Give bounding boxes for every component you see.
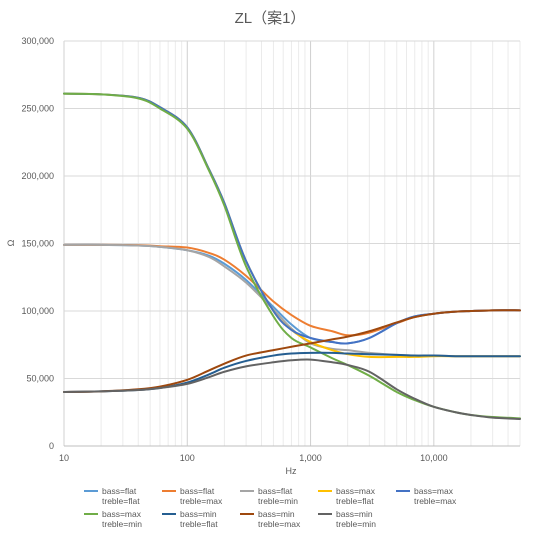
series-line-5 bbox=[63, 92, 521, 345]
legend-label: bass=flat treble=min bbox=[258, 486, 298, 506]
x-tick-label: 10,000 bbox=[420, 453, 448, 463]
y-tick-label: 150,000 bbox=[21, 239, 54, 249]
x-tick-label: 100 bbox=[180, 453, 195, 463]
axis-layer: 10 100 1,000 10,000 0 50,000 100,000 150,000 200… bbox=[21, 36, 520, 463]
series-line-2 bbox=[63, 243, 521, 337]
legend-item-8: bass=min treble=max bbox=[240, 509, 318, 529]
legend: bass=flat treble=flat bass=flat treble=ma… bbox=[84, 486, 534, 529]
series-line-7 bbox=[63, 351, 521, 393]
legend-swatch bbox=[396, 490, 410, 492]
x-axis-label: Hz bbox=[286, 466, 297, 476]
legend-label: bass=flat treble=flat bbox=[102, 486, 140, 506]
x-tick-label: 1,000 bbox=[299, 453, 322, 463]
legend-swatch bbox=[162, 513, 176, 515]
legend-item-9: bass=min treble=min bbox=[318, 509, 396, 529]
y-tick-label: 100,000 bbox=[21, 306, 54, 316]
y-tick-label: 300,000 bbox=[21, 36, 54, 46]
legend-swatch bbox=[162, 490, 176, 492]
y-axis-label: Ω bbox=[6, 239, 16, 246]
series-line-8 bbox=[63, 309, 521, 393]
legend-item-7: bass=min treble=flat bbox=[162, 509, 240, 529]
legend-label: bass=min treble=flat bbox=[180, 509, 218, 529]
y-tick-label: 250,000 bbox=[21, 104, 54, 114]
legend-swatch bbox=[240, 490, 254, 492]
legend-item-3: bass=flat treble=min bbox=[240, 486, 318, 506]
grid-layer bbox=[63, 40, 521, 447]
legend-swatch bbox=[240, 513, 254, 515]
chart-title: ZL（案1） bbox=[235, 9, 306, 27]
legend-item-5: bass=max treble=max bbox=[396, 486, 474, 506]
legend-item-6: bass=max treble=min bbox=[84, 509, 162, 529]
legend-label: bass=min treble=max bbox=[258, 509, 301, 529]
series-line-4 bbox=[63, 92, 521, 359]
legend-item-2: bass=flat treble=max bbox=[162, 486, 240, 506]
legend-label: bass=flat treble=max bbox=[180, 486, 223, 506]
x-tick-label: 10 bbox=[59, 453, 69, 463]
legend-label: bass=max treble=min bbox=[102, 509, 142, 529]
series-line-6 bbox=[63, 92, 521, 420]
series-layer bbox=[63, 92, 521, 420]
legend-swatch bbox=[84, 513, 98, 515]
series-line-9 bbox=[63, 358, 521, 420]
legend-item-4: bass=max treble=flat bbox=[318, 486, 396, 506]
y-tick-label: 0 bbox=[49, 441, 54, 451]
y-tick-label: 200,000 bbox=[21, 171, 54, 181]
legend-label: bass=max treble=max bbox=[414, 486, 457, 506]
legend-item-1: bass=flat treble=flat bbox=[84, 486, 162, 506]
legend-label: bass=min treble=min bbox=[336, 509, 376, 529]
legend-label: bass=max treble=flat bbox=[336, 486, 375, 506]
legend-swatch bbox=[84, 490, 98, 492]
legend-swatch bbox=[318, 490, 332, 492]
y-tick-label: 50,000 bbox=[26, 374, 54, 384]
legend-swatch bbox=[318, 513, 332, 515]
